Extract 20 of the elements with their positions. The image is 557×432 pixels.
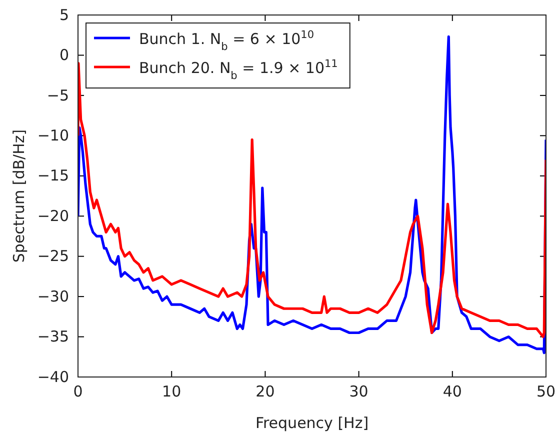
y-tick-label: −35: [37, 328, 69, 346]
legend-label: Bunch 20. N$_{b}$ = 1.9 × 10$^{11}$: [139, 58, 338, 82]
y-tick-label: −25: [37, 247, 69, 266]
x-tick-label: 20: [256, 382, 275, 401]
y-tick-label: −30: [37, 287, 69, 306]
y-tick-label: 5: [59, 6, 69, 24]
y-tick-label: 0: [59, 46, 69, 64]
y-tick-label: −15: [37, 166, 69, 185]
x-tick-label: 50: [536, 382, 556, 401]
y-axis-title: Spectrum [dB/Hz]: [10, 129, 28, 263]
y-tick-label: −40: [37, 368, 69, 386]
y-tick-label: −5: [46, 86, 69, 104]
x-tick-label: 0: [73, 382, 83, 401]
x-tick-label: 40: [442, 382, 462, 401]
y-tick-label: −10: [37, 126, 69, 144]
legend-label: Bunch 1. N$_{b}$ = 6 × 10$^{10}$: [139, 29, 314, 53]
x-tick-label: 10: [162, 382, 182, 401]
x-tick-label: 30: [349, 382, 368, 401]
y-tick-label: −20: [37, 206, 69, 225]
x-axis-title: Frequency [Hz]: [255, 414, 369, 432]
